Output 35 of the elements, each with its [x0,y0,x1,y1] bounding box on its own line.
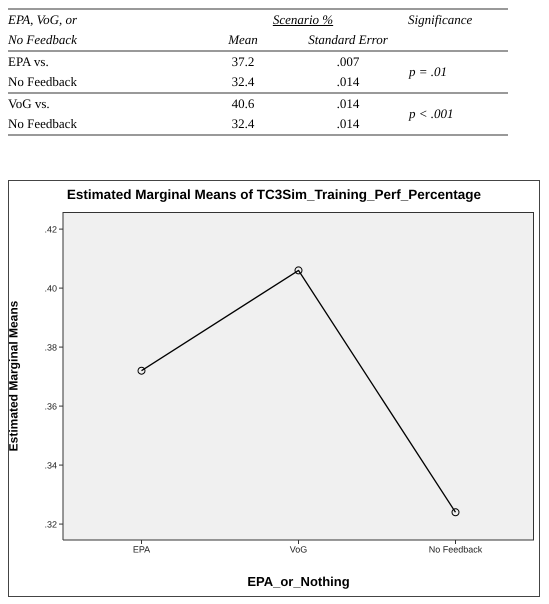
y-axis-title: Estimated Marginal Means [6,300,20,452]
y-tick-label: .40 [44,283,57,294]
point [294,266,302,274]
y-tick-label: .36 [44,401,57,412]
point [452,508,460,516]
text: 40.6 [230,95,256,113]
point [138,366,146,375]
text: .014 [336,95,360,113]
text: p < .001 [408,105,455,123]
y-tick-label: .38 [44,342,57,352]
x-tick-label: EPA [132,544,150,554]
chart-title: Estimated Marginal Means of TC3Sim_Training_Perf_Percentage [66,187,482,202]
x-tick-label: No Feedback [428,544,483,554]
text: 32.4 [230,115,256,133]
text: .007 [336,53,360,71]
text: EPA vs. [8,53,50,71]
text: Significance [408,11,474,29]
text: .014 [336,73,360,91]
y-tick-label: .32 [44,519,57,530]
text: Mean [227,31,259,49]
text: Standard Error [307,31,389,49]
text: EPA, VoG, or [8,11,78,29]
text: No Feedback [8,73,78,91]
text: .014 [336,115,360,133]
y-tick-label: .34 [44,460,57,470]
text: 32.4 [230,73,256,91]
text: Scenario % [272,11,334,29]
text: No Feedback [8,31,78,49]
text: VoG vs. [8,95,51,113]
text: 37.2 [230,53,256,71]
y-tick-label: .42 [44,224,57,234]
x-axis-title: EPA_or_Nothing [247,574,350,589]
text: p = .01 [408,63,448,81]
x-tick-label: VoG [290,544,308,554]
text: No Feedback [8,115,78,133]
